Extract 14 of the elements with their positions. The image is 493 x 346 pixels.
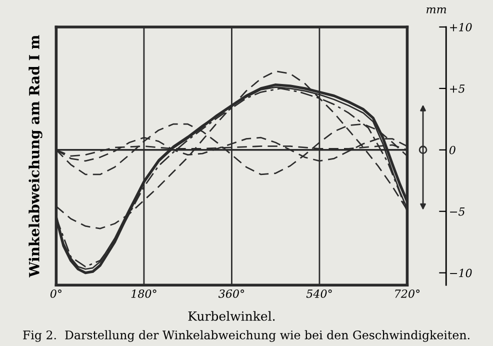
x-tick-label: 0°	[50, 289, 62, 298]
y-tick-label: +10	[450, 22, 472, 32]
x-tick-label: 180°	[131, 289, 156, 298]
y-axis-title: Winkelabweichung am Rad I m	[28, 35, 42, 278]
text: mm	[426, 7, 446, 14]
x-tick-label: 720°	[395, 289, 420, 298]
x-axis-title: Kurbelwinkel.	[188, 311, 275, 321]
y-tick-label: −5	[450, 207, 465, 216]
y-tick-label: 0	[449, 146, 456, 154]
x-tick-label: 540°	[306, 289, 332, 298]
x-tick-label: 360°	[218, 289, 244, 298]
y-tick-label: −10	[450, 268, 472, 278]
y-tick-label: +5	[450, 84, 465, 93]
caption: Fig 2. Darstellung der Winkelabweichung wie bei den Geschwindigkeiten.	[23, 330, 470, 342]
